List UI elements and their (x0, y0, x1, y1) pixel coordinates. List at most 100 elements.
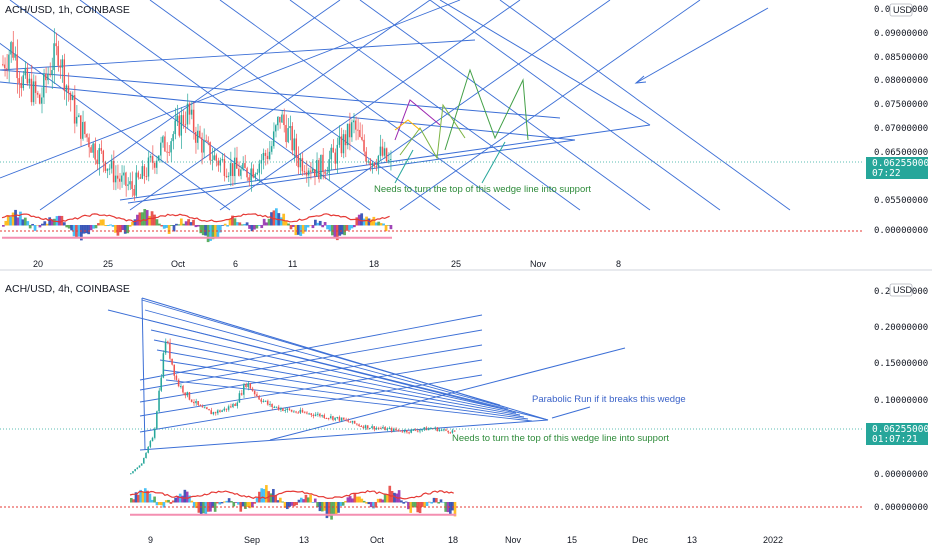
oscillator-bar (453, 502, 457, 517)
oscillator-bar (104, 225, 108, 227)
top-price-axis[interactable]: 0.09500000 0.09000000 0.08500000 0.08000… (862, 0, 932, 262)
candle-body (8, 54, 10, 70)
oscillator-bar (109, 224, 112, 226)
candle-body (289, 126, 291, 129)
oscillator-bar (244, 502, 247, 509)
oscillator-bar (367, 502, 371, 505)
candle-body (373, 163, 375, 167)
oscillator-bar (269, 493, 273, 503)
oscillator-bar (106, 225, 110, 226)
candle-body (340, 136, 343, 154)
top-time-axis[interactable]: 20 25 Oct 6 11 18 25 Nov 8 (33, 259, 621, 269)
oscillator-bar (165, 225, 169, 228)
currency-badge[interactable] (889, 3, 913, 17)
candle-body (275, 125, 277, 132)
oscillator-bar (185, 491, 189, 503)
bottom-chart-panel[interactable]: ACH/USD, 4h, COINBASE Parabolic Run if i… (0, 278, 932, 545)
candle-body (203, 407, 206, 409)
oscillator-bar (279, 217, 283, 226)
candle-body (254, 174, 256, 178)
candle-body (169, 342, 171, 359)
candle-body (80, 115, 82, 139)
oscillator-bar (131, 221, 134, 226)
candle-body (92, 143, 94, 153)
candle-body (156, 411, 158, 429)
candle-body (287, 128, 289, 143)
bottom-annotation-support: Needs to turn the top of this wedge line… (452, 433, 669, 444)
candle-body (153, 428, 156, 438)
candle-body (451, 430, 454, 433)
candle-body (244, 163, 246, 169)
candle-body (12, 42, 14, 58)
fan-line (156, 349, 521, 416)
oscillator-bar (138, 212, 142, 226)
oscillator-bar (372, 216, 376, 226)
oscillator-bar (130, 498, 133, 503)
candle-body (243, 384, 245, 395)
candle-body (353, 120, 355, 123)
bottom-symbol-title[interactable]: ACH/USD, 4h, COINBASE (5, 283, 130, 295)
oscillator-bar (384, 225, 388, 232)
candle-body (351, 420, 354, 423)
candle-body (231, 163, 234, 177)
top-oscillator (1, 208, 393, 243)
candle-body (164, 136, 166, 152)
candle-body (328, 159, 330, 173)
candle-body (176, 115, 178, 121)
oscillator-bar (43, 221, 47, 226)
candle-body (295, 138, 297, 157)
oscillator-bar (143, 488, 147, 503)
oscillator-bar (175, 223, 178, 226)
oscillator-bar (255, 225, 259, 229)
oscillator-bar (267, 218, 271, 226)
oscillator-bar (248, 225, 251, 229)
oscillator-bar (116, 225, 120, 236)
candle-body (395, 428, 397, 431)
candle-body (291, 126, 293, 151)
candle-body (375, 166, 378, 168)
x-tick: Sep (244, 535, 260, 545)
arrow-line (635, 7, 769, 84)
oscillator-bar (331, 225, 334, 236)
candle-body (190, 399, 193, 402)
oscillator-bar (181, 495, 184, 503)
candle-body (322, 154, 324, 173)
candle-body (319, 413, 321, 417)
candle-body (442, 429, 445, 431)
top-symbol-title[interactable]: ACH/USD, 1h, COINBASE (5, 4, 130, 16)
currency-badge[interactable] (889, 283, 913, 297)
oscillator-bar (148, 493, 152, 503)
x-tick: 6 (233, 259, 238, 269)
candle-body (197, 401, 199, 405)
top-chart-panel[interactable]: ACH/USD, 1h, COINBASE Needs to turn the … (0, 0, 932, 271)
diagonal-line (0, 42, 231, 211)
candle-body (379, 146, 382, 156)
candle-body (130, 473, 132, 475)
x-tick: 8 (616, 259, 621, 269)
oscillator-bar (72, 225, 76, 237)
oscillator-bar (58, 215, 61, 226)
x-tick: 9 (148, 535, 153, 545)
candle-body (219, 410, 221, 412)
candle-body (127, 184, 129, 186)
oscillator-bar (388, 485, 392, 503)
candle-body (96, 159, 98, 165)
oscillator-bar (101, 219, 105, 226)
oscillator-bar (188, 495, 191, 503)
candle-body (140, 463, 143, 466)
candle-body (403, 430, 406, 432)
oscillator-bar (348, 225, 351, 231)
x-tick: 2022 (763, 535, 783, 545)
candle-body (223, 408, 225, 411)
oscillator-bar (153, 496, 156, 503)
candle-body (184, 124, 187, 126)
bottom-time-axis[interactable]: 9 Sep 13 Oct 18 Nov 15 Dec 13 2022 (148, 535, 783, 545)
candle-body (208, 409, 210, 411)
bottom-price-axis[interactable]: 0.25000000 0.20000000 0.15000000 0.10000… (862, 278, 932, 530)
candle-body (59, 65, 61, 68)
candle-body (51, 70, 53, 76)
oscillator-bar (209, 225, 212, 241)
oscillator-bar (141, 492, 145, 503)
candle-body (389, 159, 392, 161)
